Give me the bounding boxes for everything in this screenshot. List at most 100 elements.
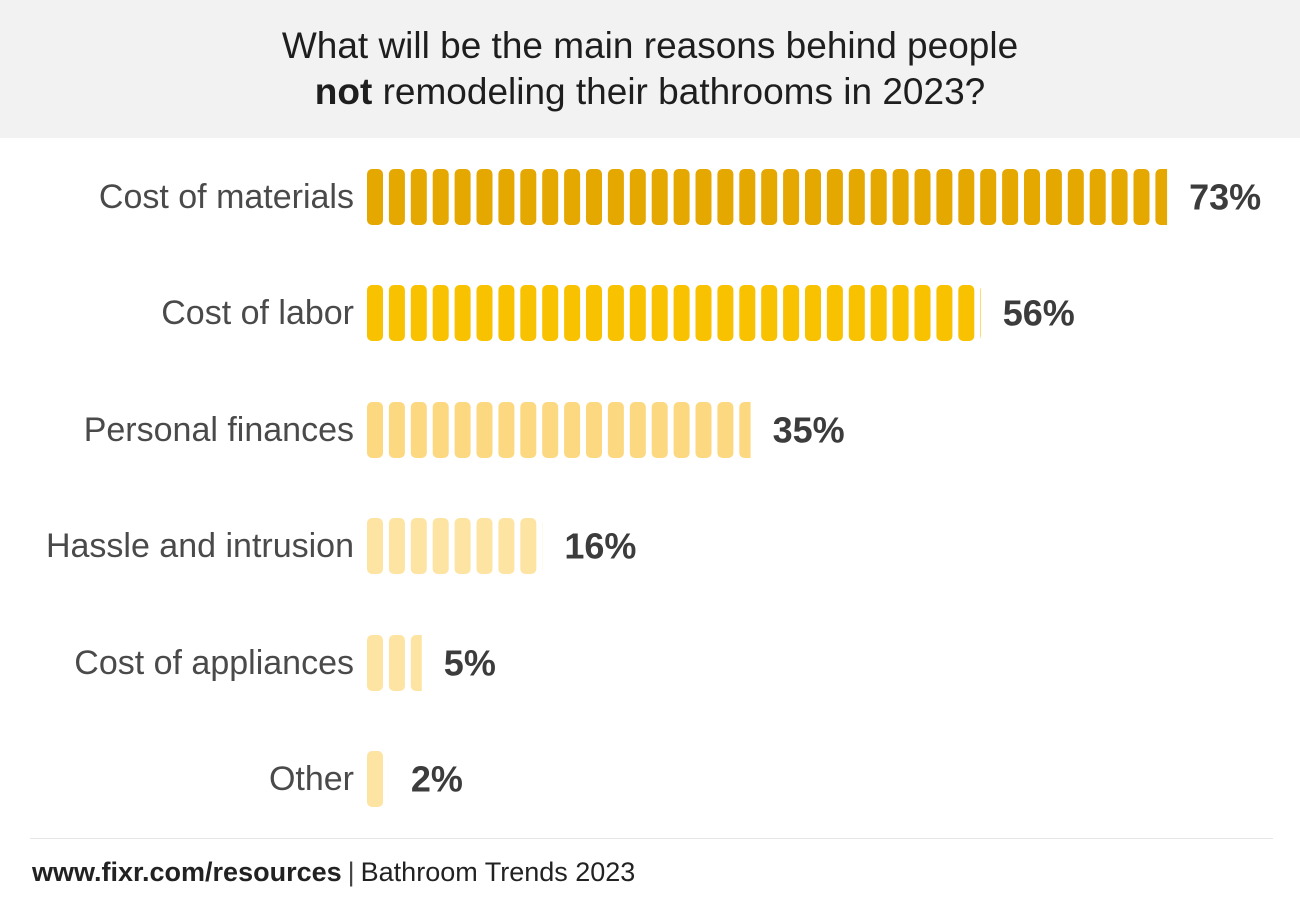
chart-title-line-1: What will be the main reasons behind peo… xyxy=(281,25,1019,66)
bar-segment xyxy=(1133,169,1150,225)
bar-segment xyxy=(892,169,909,225)
bar-cost-of-materials xyxy=(367,169,1168,225)
bar-segment xyxy=(1002,169,1019,225)
bar-segment xyxy=(542,285,559,341)
bar-segment xyxy=(739,285,756,341)
bar-segment xyxy=(673,169,690,225)
bar-segment xyxy=(914,285,931,341)
bar-segment xyxy=(783,285,800,341)
bar-segment xyxy=(367,402,383,458)
bar-cost-of-labor xyxy=(367,285,981,341)
bar-segment xyxy=(564,285,581,341)
bar-segment xyxy=(542,169,559,225)
bar-segment xyxy=(410,402,427,458)
bar-segment xyxy=(498,169,515,225)
bar-segment xyxy=(520,285,537,341)
bar-segment xyxy=(651,285,668,341)
bar-segment xyxy=(520,518,537,574)
bar-segment xyxy=(629,285,646,341)
bar-segment xyxy=(520,402,537,458)
value-label-cost-of-labor: 56% xyxy=(1003,293,1075,334)
footer-divider xyxy=(30,838,1273,839)
bar-segment xyxy=(454,402,471,458)
bar-segment xyxy=(739,402,751,458)
bar-segment xyxy=(980,287,981,339)
bar-segment xyxy=(520,169,537,225)
bar-segment xyxy=(826,285,843,341)
bar-segment xyxy=(498,285,515,341)
bar-segment xyxy=(432,169,449,225)
bar-segment xyxy=(476,285,493,341)
category-label-personal-finances: Personal finances xyxy=(84,411,354,449)
bar-segment xyxy=(542,402,559,458)
bar-hassle-and-intrusion xyxy=(367,518,543,574)
bar-segment xyxy=(1089,169,1106,225)
bar-segment xyxy=(651,169,668,225)
bar-segment xyxy=(432,518,449,574)
bar-segment xyxy=(805,285,821,341)
bar-segment xyxy=(410,518,427,574)
bar-segment xyxy=(564,402,581,458)
footer: www.fixr.com/resources | Bathroom Trends 2… xyxy=(32,852,635,892)
value-label-cost-of-materials: 73% xyxy=(1189,177,1261,218)
category-label-other: Other xyxy=(269,760,354,798)
bar-segment xyxy=(958,169,975,225)
bar-segment xyxy=(673,402,690,458)
bar-segment xyxy=(717,169,734,225)
bar-segment xyxy=(848,285,865,341)
bar-segment xyxy=(870,285,887,341)
bar-segment xyxy=(410,635,422,691)
bar-segment xyxy=(936,285,953,341)
bar-segment xyxy=(958,285,975,341)
bar-segment xyxy=(739,169,756,225)
bar-segment xyxy=(695,402,712,458)
bar-segment xyxy=(388,402,405,458)
bar-segment xyxy=(695,285,712,341)
bar-segment xyxy=(367,169,383,225)
bar-segment xyxy=(367,518,383,574)
bar-segment xyxy=(388,285,405,341)
bar-segment xyxy=(607,402,624,458)
bar-segment xyxy=(892,285,909,341)
bar-segment xyxy=(476,169,493,225)
bar-chart-svg: Cost of materials 73% Cost of labor 56% Pers… xyxy=(46,169,1261,807)
value-label-hassle-and-intrusion: 16% xyxy=(564,526,636,567)
bar-segment xyxy=(476,402,493,458)
bar-other xyxy=(367,751,389,807)
value-label-other: 2% xyxy=(411,759,463,800)
chart-title-emphasis: not xyxy=(314,71,373,112)
chart-title-line-2: not remodeling their bathrooms in 2023? xyxy=(315,69,985,115)
bar-segment xyxy=(586,285,602,341)
category-label-cost-of-appliances: Cost of appliances xyxy=(74,644,354,682)
bar-segment xyxy=(367,285,383,341)
bar-segment xyxy=(388,169,405,225)
bar-segment xyxy=(542,521,543,571)
category-label-hassle-and-intrusion: Hassle and intrusion xyxy=(46,527,354,565)
bar-segment xyxy=(1024,169,1040,225)
bar-segment xyxy=(936,169,953,225)
bar-segment xyxy=(848,169,865,225)
footer-source: Bathroom Trends 2023 xyxy=(360,857,636,887)
bar-segment xyxy=(410,169,427,225)
bar-segment xyxy=(914,169,931,225)
bar-segment xyxy=(432,402,449,458)
bar-segment xyxy=(388,518,405,574)
bar-segment xyxy=(607,285,624,341)
bar-segment xyxy=(870,169,887,225)
bar-segment xyxy=(367,635,383,691)
bar-segment xyxy=(454,285,471,341)
footer-url: www.fixr.com/resources xyxy=(32,857,342,887)
bar-segment xyxy=(761,169,778,225)
bar-segment xyxy=(805,169,821,225)
bar-segment xyxy=(1111,169,1128,225)
bar-segment xyxy=(629,402,646,458)
bar-segment xyxy=(651,402,668,458)
bar-segment xyxy=(761,285,778,341)
chart-header: What will be the main reasons behind peo… xyxy=(0,0,1300,138)
bar-segment xyxy=(454,169,471,225)
bar-segment xyxy=(695,169,712,225)
category-label-cost-of-labor: Cost of labor xyxy=(161,294,354,332)
bar-segment xyxy=(498,402,515,458)
bar-segment xyxy=(432,285,449,341)
bar-segment xyxy=(1067,169,1084,225)
